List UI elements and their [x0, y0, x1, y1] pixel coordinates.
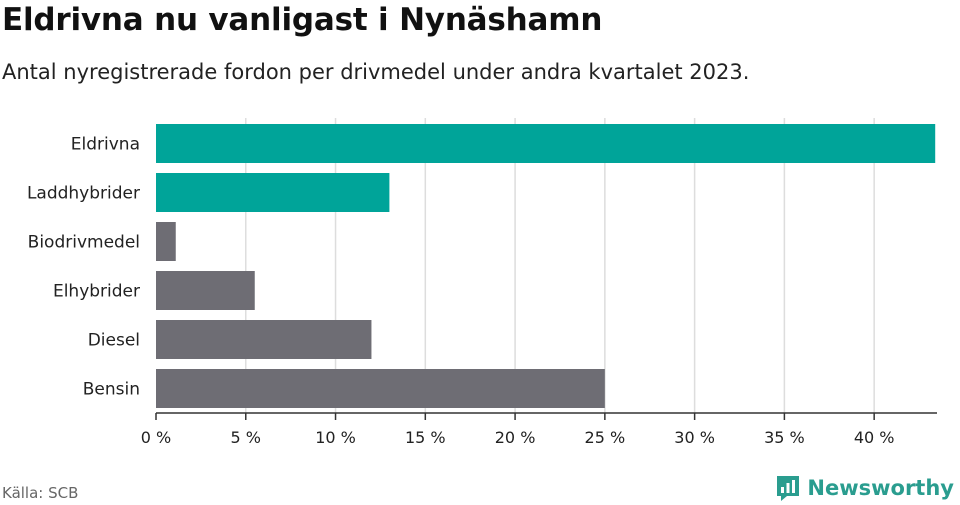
- x-tick-label: 40 %: [854, 428, 895, 447]
- x-axis: 0 % 5 % 10 % 15 % 20 % 25 % 30 % 35 % 40 %: [141, 412, 937, 447]
- source-note: Källa: SCB: [2, 484, 79, 502]
- category-label: Bensin: [83, 380, 140, 400]
- x-tick-label: 20 %: [495, 428, 536, 447]
- category-label: Elhybrider: [53, 282, 140, 302]
- newsworthy-logo-icon: [777, 476, 800, 501]
- category-label: Eldrivna: [71, 135, 140, 155]
- chart-subtitle: Antal nyregistrerade fordon per drivmede…: [2, 60, 750, 84]
- bar-elhybrider: [156, 271, 255, 310]
- category-label: Diesel: [88, 331, 140, 351]
- bar-bensin: [156, 369, 605, 408]
- gridlines: [245, 118, 875, 413]
- bars: [156, 124, 936, 408]
- category-labels: Eldrivna Laddhybrider Biodrivmedel Elhybrid…: [27, 135, 140, 400]
- x-tick-label: 25 %: [585, 428, 626, 447]
- brand[interactable]: Newsworthy: [775, 474, 954, 502]
- category-label: Biodrivmedel: [28, 233, 140, 253]
- x-tick-label: 35 %: [764, 428, 805, 447]
- x-tick-label: 5 %: [231, 428, 261, 447]
- x-tick-label: 0 %: [141, 428, 171, 447]
- bar-chart: Eldrivna Laddhybrider Biodrivmedel Elhybrid…: [27, 118, 937, 447]
- x-tick-label: 15 %: [405, 428, 446, 447]
- chart-title: Eldrivna nu vanligast i Nynäshamn: [2, 2, 603, 38]
- bar-laddhybrider: [156, 173, 390, 212]
- bar-diesel: [156, 320, 372, 359]
- brand-name: Newsworthy: [807, 476, 954, 500]
- bar-eldrivna: [156, 124, 936, 163]
- x-tick-label: 30 %: [674, 428, 715, 447]
- bar-biodrivmedel: [156, 222, 176, 261]
- x-tick-label: 10 %: [315, 428, 356, 447]
- category-label: Laddhybrider: [27, 184, 140, 204]
